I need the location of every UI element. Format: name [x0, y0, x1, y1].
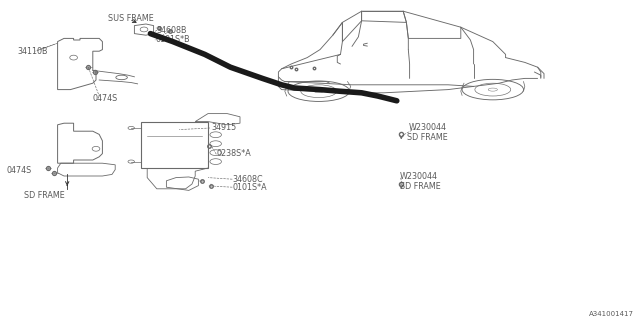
Text: A341001417: A341001417	[589, 311, 634, 317]
Text: 0474S: 0474S	[93, 94, 118, 103]
Text: W230044: W230044	[400, 172, 438, 181]
Text: W230044: W230044	[408, 124, 446, 132]
Text: 34915: 34915	[211, 123, 236, 132]
Text: SD FRAME: SD FRAME	[407, 133, 448, 142]
Text: SUS FRAME: SUS FRAME	[108, 14, 153, 23]
Text: 34608B: 34608B	[157, 26, 188, 35]
Text: 0101S*A: 0101S*A	[232, 183, 267, 192]
Text: 0474S: 0474S	[6, 166, 31, 175]
Text: 0238S*A: 0238S*A	[216, 149, 251, 158]
Text: 34110B: 34110B	[18, 47, 49, 56]
Bar	[141, 122, 208, 168]
Text: SD FRAME: SD FRAME	[24, 191, 65, 200]
Text: 34608C: 34608C	[232, 175, 263, 184]
Text: 0101S*B: 0101S*B	[156, 35, 190, 44]
Text: SD FRAME: SD FRAME	[400, 182, 441, 191]
